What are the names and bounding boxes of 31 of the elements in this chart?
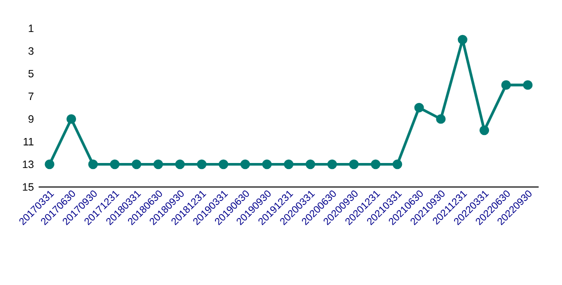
y-tick-label: 7 (28, 92, 34, 100)
point (349, 160, 359, 170)
point (458, 34, 468, 44)
point (436, 114, 446, 124)
point (175, 160, 185, 170)
y-tick-label: 9 (28, 115, 34, 123)
y-tick-label: 13 (22, 160, 34, 168)
point (218, 160, 228, 170)
point (153, 160, 164, 170)
point (44, 160, 54, 170)
y-tick-label: 11 (24, 138, 34, 146)
point (522, 80, 533, 90)
point (501, 80, 511, 90)
point (240, 160, 250, 170)
point (66, 114, 76, 124)
y-tick-label: 5 (28, 70, 34, 78)
point (392, 160, 402, 170)
y-tick-label: 1 (28, 24, 34, 32)
point (370, 160, 380, 170)
y-tick-label: 3 (28, 47, 34, 55)
point (306, 160, 316, 170)
y-tick-label: 15 (22, 183, 34, 191)
point (480, 126, 490, 136)
point (284, 160, 294, 170)
point (132, 160, 142, 170)
point (262, 160, 272, 170)
point (327, 160, 337, 170)
point (110, 160, 120, 170)
point (414, 102, 424, 112)
point (196, 160, 207, 170)
point (88, 160, 98, 170)
